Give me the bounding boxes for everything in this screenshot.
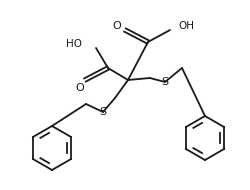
Text: O: O [112,21,122,31]
Text: S: S [100,107,106,117]
Text: S: S [162,77,168,87]
Text: HO: HO [66,39,82,49]
Text: O: O [76,83,84,93]
Text: OH: OH [178,21,194,31]
